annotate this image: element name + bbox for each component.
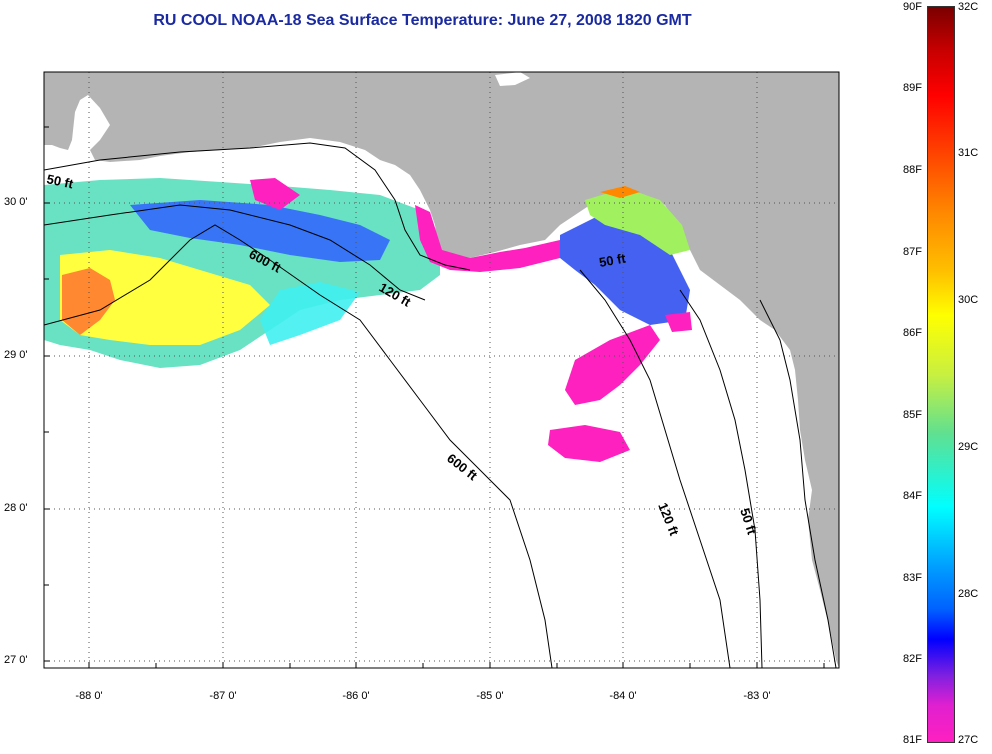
colorbar-f-label: 89F — [903, 82, 922, 94]
isobath-120ft-south — [579, 269, 731, 668]
isobath-label: 50 ft — [598, 250, 628, 270]
colorbar-f-label: 82F — [903, 653, 922, 665]
colorbar-f-label: 83F — [903, 572, 922, 584]
sst-bigbend-warm — [585, 188, 690, 255]
lon-label: -87 0' — [209, 690, 237, 702]
colorbar-f-label: 84F — [903, 490, 922, 502]
bay-area-2 — [495, 72, 530, 86]
isobath-50ft-coast — [759, 299, 837, 668]
sst-coldest-south — [565, 325, 660, 405]
isobath-label: 50 ft — [45, 171, 75, 191]
map-title: RU COOL NOAA-18 Sea Surface Temperature:… — [153, 12, 692, 29]
lon-label: -83 0' — [743, 690, 771, 702]
colorbar-f-label: 88F — [903, 164, 922, 176]
colorbar-f-label: 87F — [903, 246, 922, 258]
isobath-600ft — [44, 224, 553, 668]
colorbar-c-label: 28C — [958, 588, 979, 600]
isobath-50ft-south — [679, 289, 763, 668]
isobaths — [44, 142, 837, 668]
lat-label: 29 0' — [4, 349, 28, 361]
sst-coldest-pink-1 — [250, 178, 300, 210]
land-area — [44, 72, 839, 668]
sst-hot-patch — [62, 268, 115, 335]
colorbar-f-label: 90F — [903, 1, 922, 13]
lon-label: -85 0' — [476, 690, 504, 702]
lon-label: -84 0' — [609, 690, 637, 702]
sst-bigbend-edge — [600, 186, 640, 198]
axis-ticks — [44, 126, 825, 668]
lat-label: 27 0' — [4, 654, 28, 666]
sst-warm-patch — [60, 250, 270, 345]
sst-coldest-south-3 — [665, 312, 692, 332]
colorbar-c-label: 31C — [958, 147, 979, 159]
isobath-120ft-north — [44, 204, 426, 301]
colorbar-c-label: 29C — [958, 441, 979, 453]
colorbar-c-label: 27C — [958, 734, 979, 746]
colorbar — [927, 6, 955, 743]
lon-label: -88 0' — [75, 690, 103, 702]
lon-label: -86 0' — [342, 690, 370, 702]
colorbar-f-label: 81F — [903, 734, 922, 746]
lat-label: 28 0' — [4, 502, 28, 514]
colorbar-c-label: 30C — [958, 294, 979, 306]
map-frame — [43, 71, 840, 669]
bay-area — [80, 95, 110, 150]
colorbar-c-label: 32C — [958, 1, 979, 13]
sst-cold-patch — [130, 200, 390, 262]
sst-coldest-coast — [415, 205, 560, 272]
sst-coldest-south-2 — [548, 425, 630, 462]
lat-label: 30 0' — [4, 196, 28, 208]
colorbar-f-label: 85F — [903, 409, 922, 421]
sst-cyan-patch — [260, 282, 360, 345]
isobath-50ft — [44, 142, 471, 271]
colorbar-f-label: 86F — [903, 327, 922, 339]
